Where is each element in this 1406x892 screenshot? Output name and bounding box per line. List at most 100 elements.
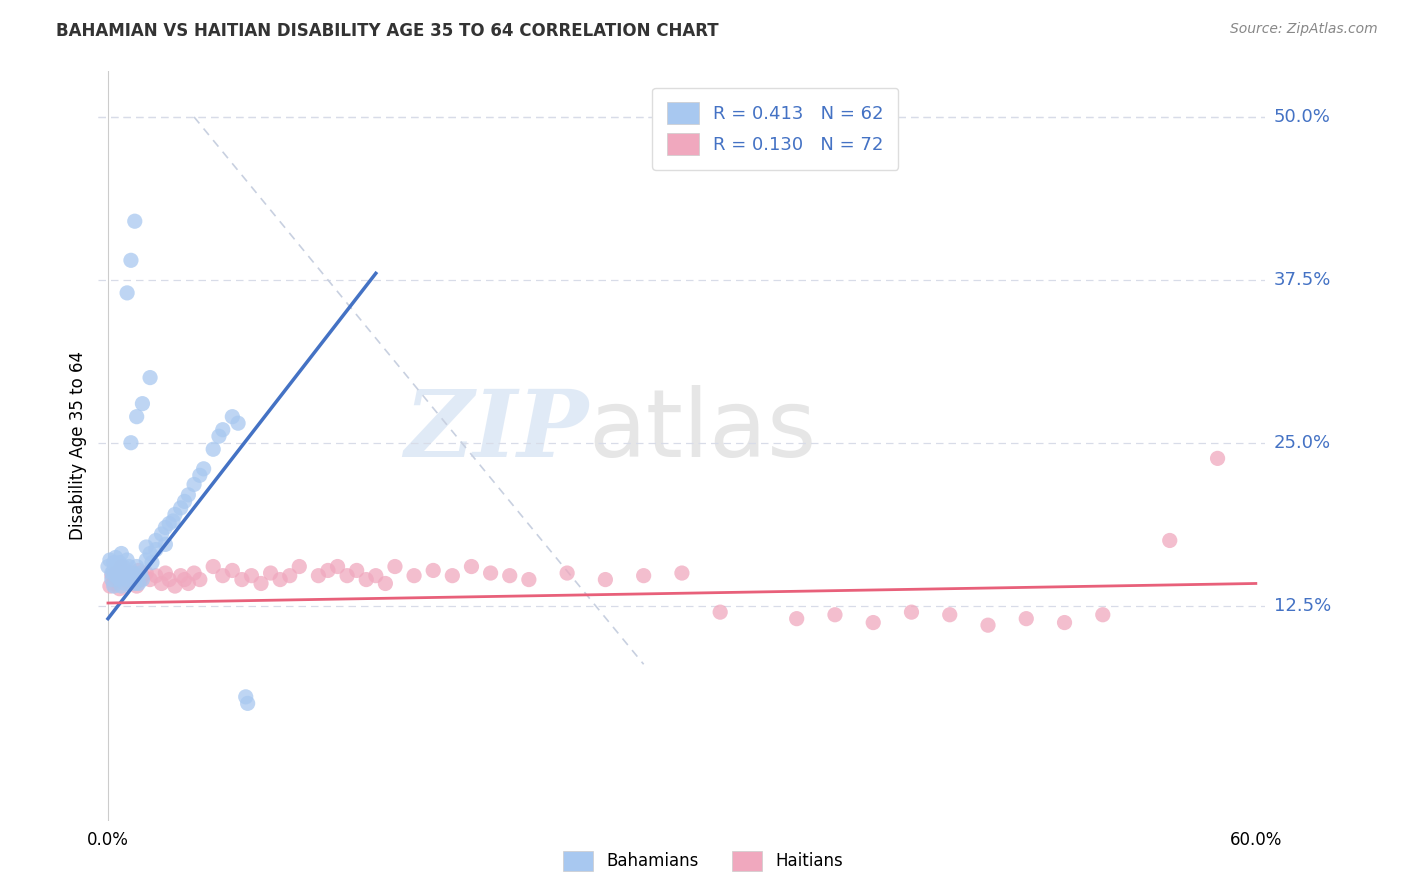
Point bbox=[1053, 615, 1076, 630]
Point bbox=[110, 547, 132, 561]
Point bbox=[404, 568, 426, 582]
Point bbox=[460, 559, 482, 574]
Point bbox=[479, 566, 502, 580]
Point bbox=[374, 576, 396, 591]
Point bbox=[145, 568, 167, 582]
Point bbox=[595, 573, 617, 587]
Point bbox=[125, 409, 148, 424]
Point bbox=[316, 564, 339, 578]
Point bbox=[107, 573, 129, 587]
Point bbox=[555, 566, 578, 580]
Point bbox=[97, 559, 120, 574]
Point bbox=[141, 556, 163, 570]
Point bbox=[183, 566, 205, 580]
Point bbox=[103, 556, 125, 570]
Point bbox=[193, 462, 215, 476]
Point bbox=[135, 540, 157, 554]
Point bbox=[110, 559, 132, 574]
Y-axis label: Disability Age 35 to 64: Disability Age 35 to 64 bbox=[69, 351, 87, 541]
Point bbox=[231, 573, 253, 587]
Point bbox=[125, 579, 148, 593]
Point bbox=[938, 607, 960, 622]
Text: atlas: atlas bbox=[589, 385, 817, 477]
Point bbox=[1159, 533, 1181, 548]
Legend: Bahamians, Haitians: Bahamians, Haitians bbox=[554, 842, 852, 880]
Point bbox=[221, 564, 243, 578]
Point bbox=[112, 568, 135, 582]
Point bbox=[288, 559, 311, 574]
Point bbox=[108, 556, 131, 570]
Point bbox=[157, 573, 180, 587]
Text: 60.0%: 60.0% bbox=[1230, 831, 1282, 849]
Point bbox=[499, 568, 522, 582]
Text: 50.0%: 50.0% bbox=[1274, 108, 1330, 126]
Point bbox=[177, 576, 200, 591]
Point bbox=[162, 514, 184, 528]
Point bbox=[633, 568, 655, 582]
Point bbox=[121, 573, 143, 587]
Point bbox=[240, 568, 263, 582]
Point bbox=[101, 573, 124, 587]
Point bbox=[114, 566, 136, 580]
Text: BAHAMIAN VS HAITIAN DISABILITY AGE 35 TO 64 CORRELATION CHART: BAHAMIAN VS HAITIAN DISABILITY AGE 35 TO… bbox=[56, 22, 718, 40]
Point bbox=[173, 494, 195, 508]
Point bbox=[131, 573, 153, 587]
Point bbox=[364, 568, 387, 582]
Text: Source: ZipAtlas.com: Source: ZipAtlas.com bbox=[1230, 22, 1378, 37]
Point bbox=[346, 564, 368, 578]
Point bbox=[155, 566, 177, 580]
Point bbox=[278, 568, 301, 582]
Text: ZIP: ZIP bbox=[405, 386, 589, 476]
Point bbox=[120, 435, 142, 450]
Point bbox=[226, 416, 249, 430]
Point bbox=[120, 253, 142, 268]
Point bbox=[183, 477, 205, 491]
Point bbox=[129, 573, 152, 587]
Point bbox=[124, 568, 146, 582]
Point bbox=[163, 579, 186, 593]
Point bbox=[108, 582, 131, 596]
Point bbox=[139, 370, 162, 384]
Point bbox=[517, 573, 540, 587]
Text: 12.5%: 12.5% bbox=[1274, 597, 1331, 615]
Point bbox=[824, 607, 846, 622]
Point bbox=[422, 564, 444, 578]
Point bbox=[1015, 612, 1038, 626]
Point bbox=[104, 550, 127, 565]
Point bbox=[115, 553, 138, 567]
Point bbox=[114, 564, 136, 578]
Point bbox=[150, 576, 173, 591]
Point bbox=[188, 468, 211, 483]
Point bbox=[114, 576, 136, 591]
Point bbox=[150, 527, 173, 541]
Point bbox=[98, 579, 121, 593]
Point bbox=[101, 566, 124, 580]
Point bbox=[118, 576, 141, 591]
Point bbox=[131, 397, 153, 411]
Point bbox=[115, 285, 138, 300]
Point bbox=[131, 568, 153, 582]
Point bbox=[120, 566, 142, 580]
Point bbox=[115, 573, 138, 587]
Point bbox=[120, 568, 142, 582]
Point bbox=[125, 568, 148, 582]
Point bbox=[125, 559, 148, 574]
Point bbox=[259, 566, 281, 580]
Point bbox=[157, 516, 180, 531]
Point bbox=[107, 566, 129, 580]
Point bbox=[145, 533, 167, 548]
Point bbox=[124, 576, 146, 591]
Point bbox=[236, 697, 259, 711]
Point bbox=[98, 553, 121, 567]
Point bbox=[211, 568, 233, 582]
Point bbox=[250, 576, 273, 591]
Point bbox=[110, 579, 132, 593]
Point bbox=[139, 547, 162, 561]
Point bbox=[103, 579, 125, 593]
Point bbox=[135, 566, 157, 580]
Point bbox=[101, 568, 124, 582]
Point bbox=[103, 576, 125, 591]
Point bbox=[188, 573, 211, 587]
Text: 37.5%: 37.5% bbox=[1274, 271, 1331, 289]
Point bbox=[709, 605, 731, 619]
